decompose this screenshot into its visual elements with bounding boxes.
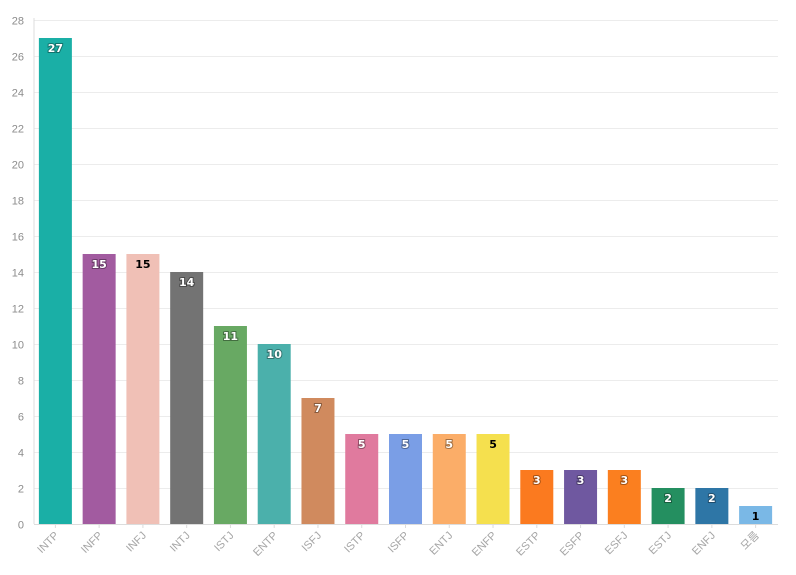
data-label: 27 (48, 42, 63, 55)
x-tick-label: INFJ (124, 530, 149, 555)
bar-INFJ (126, 254, 160, 524)
data-label: 2 (708, 492, 716, 505)
data-label: 15 (135, 258, 150, 271)
x-tick-label: ISTJ (212, 530, 236, 554)
data-label: 5 (358, 438, 366, 451)
y-tick-label: 26 (12, 52, 24, 64)
bar-ESFP (564, 470, 598, 524)
x-axis: INTP INFP INFJ INTJ ISTJ ENTP ISFJ ISTP ISFP ENTJ… (35, 524, 762, 559)
bars (38, 38, 773, 524)
x-tick-label: ENTP (251, 530, 280, 559)
data-label: 3 (577, 474, 585, 487)
data-label: 5 (489, 438, 497, 451)
y-tick-label: 12 (12, 304, 24, 316)
x-tick-label: INTJ (168, 530, 193, 555)
y-tick-label: 10 (12, 340, 24, 352)
y-tick-label: 8 (18, 376, 24, 388)
y-tick-label: 18 (12, 196, 24, 208)
data-label: 10 (267, 348, 283, 361)
x-tick-label: ENTJ (427, 530, 455, 558)
y-tick-label: 28 (12, 16, 24, 28)
data-label: 3 (620, 474, 628, 487)
x-tick-label: ISTP (342, 530, 368, 556)
bar-ENTJ (432, 434, 466, 524)
y-tick-label: 20 (12, 160, 24, 172)
data-label: 7 (314, 402, 322, 415)
data-labels: 27 15 15 14 11 10 7 5 5 5 5 3 3 3 2 2 1 (47, 41, 760, 523)
data-label: 3 (533, 474, 541, 487)
bar-ISFP (389, 434, 422, 524)
bar-INTP (38, 38, 72, 524)
y-tick-label: 24 (12, 88, 24, 100)
x-tick-label: ENFP (470, 530, 499, 559)
y-tick-label: 0 (18, 520, 24, 532)
bar-모름 (739, 506, 773, 524)
bar-ISFJ (301, 398, 335, 524)
x-tick-label: ESFJ (603, 530, 631, 558)
x-tick-label: ISFJ (300, 530, 324, 554)
y-tick-label: 4 (18, 448, 24, 460)
data-label: 1 (752, 510, 760, 523)
x-tick-label: ESTJ (647, 530, 675, 558)
data-label: 14 (179, 276, 195, 289)
y-tick-label: 6 (18, 412, 24, 424)
x-tick-label: INTP (35, 530, 61, 556)
x-tick-label: INFP (79, 530, 105, 556)
data-label: 5 (445, 438, 453, 451)
bar-ISTJ (213, 326, 247, 524)
data-label: 5 (402, 438, 410, 451)
x-tick-label: ENFJ (690, 530, 718, 558)
y-tick-label: 2 (18, 484, 24, 496)
bar-ESFJ (607, 470, 641, 524)
bar-ENTP (257, 344, 291, 524)
y-tick-label: 16 (12, 232, 24, 244)
x-tick-label: ESTP (514, 530, 543, 559)
bar-ISTP (345, 434, 379, 524)
y-tick-label: 14 (12, 268, 24, 280)
x-tick-label: ISFP (386, 530, 412, 556)
data-label: 2 (664, 492, 672, 505)
data-label: 11 (223, 330, 238, 343)
bar-ESTJ (651, 488, 685, 524)
bar-ENFP (476, 434, 510, 524)
bar-INFP (82, 254, 116, 524)
bar-ENFJ (695, 488, 729, 524)
x-tick-label: ESFP (558, 530, 587, 559)
data-label: 15 (91, 258, 106, 271)
bar-ESTP (520, 470, 554, 524)
x-tick-label: 모름 (738, 529, 762, 553)
y-tick-label: 22 (12, 124, 24, 136)
bar-INTJ (170, 272, 204, 524)
